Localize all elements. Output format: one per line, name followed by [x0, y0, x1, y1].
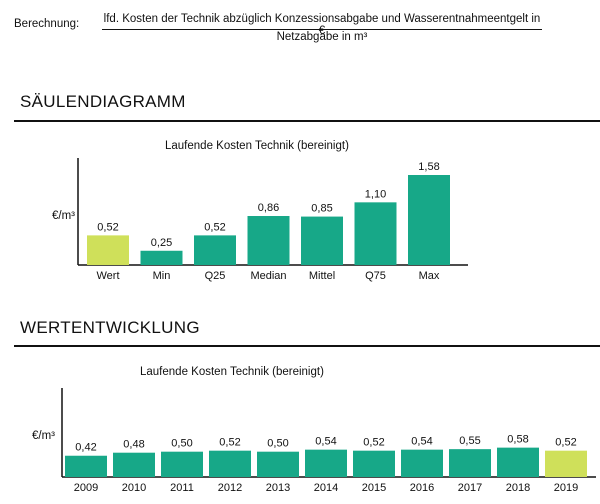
trend-chart-value-label: 0,48: [123, 439, 144, 451]
bar-chart-bar: [408, 175, 450, 265]
formula-numerator: lfd. Kosten der Technik abzüglich Konzes…: [103, 13, 541, 37]
trend-chart-value-label: 0,52: [363, 437, 384, 449]
bar-chart: 0,52 Wert 0,25 Min 0,52 Q25 0,86 Median 0,85 Mitt…: [77, 158, 468, 282]
trend-chart-category-label: 2017: [458, 482, 482, 494]
trend-chart-bar: [545, 450, 587, 477]
trend-chart: 0,42 2009 0,48 2010 0,50 2011 0,52 2012 0,50 2013…: [61, 388, 596, 494]
trend-chart-bar: [353, 450, 395, 477]
trend-chart-bar: [401, 449, 443, 477]
trend-chart-value-label: 0,54: [315, 436, 336, 448]
bar-chart-bar: [140, 250, 183, 265]
trend-chart-category-label: 2009: [74, 482, 98, 494]
bar-chart-value-label: 0,52: [204, 221, 225, 233]
trend-chart-bar: [449, 449, 491, 477]
trend-chart-bar: [65, 455, 107, 477]
trend-chart-category-label: 2015: [362, 482, 386, 494]
trend-chart-unit-label: €/m³: [32, 430, 55, 442]
trend-chart-bar: [257, 451, 299, 477]
trend-chart-bar: [161, 451, 203, 477]
bar-chart-bar: [87, 235, 129, 265]
bar-chart-value-label: 0,86: [258, 202, 279, 214]
trend-chart-value-label: 0,52: [555, 437, 576, 449]
trend-chart-category-label: 2014: [314, 482, 338, 494]
bar-chart-category-label: Mittel: [309, 270, 335, 282]
trend-chart-bar: [497, 447, 539, 477]
formula-fraction-line: [102, 29, 542, 30]
trend-chart-category-label: 2013: [266, 482, 290, 494]
bar-chart-section-title: SÄULENDIAGRAMM: [20, 92, 186, 111]
bar-chart-value-label: 0,85: [311, 203, 332, 215]
trend-chart-value-label: 0,42: [75, 442, 96, 454]
trend-chart-value-label: 0,50: [267, 438, 288, 450]
trend-chart-bar: [113, 452, 155, 477]
bar-chart-bar: [301, 216, 343, 265]
calculation-label: Berechnung:: [14, 18, 80, 30]
trend-chart-bar: [305, 449, 347, 477]
trend-chart-value-label: 0,52: [219, 437, 240, 449]
bar-chart-category-label: Wert: [96, 270, 119, 282]
trend-chart-section-rule: [14, 345, 600, 347]
trend-chart-value-label: 0,58: [507, 434, 528, 446]
bar-chart-title: Laufende Kosten Technik (bereinigt): [165, 140, 349, 152]
trend-chart-value-label: 0,55: [459, 435, 480, 447]
trend-chart-category-label: 2018: [506, 482, 530, 494]
bar-chart-category-label: Q25: [205, 270, 226, 282]
formula-denominator: Netzabgabe in m³: [276, 31, 368, 43]
trend-chart-title: Laufende Kosten Technik (bereinigt): [140, 366, 324, 378]
bar-chart-bar: [194, 235, 236, 265]
bar-chart-bar: [247, 216, 290, 265]
bar-chart-section-rule: [14, 120, 600, 122]
trend-chart-category-label: 2011: [170, 482, 194, 494]
bar-chart-category-label: Q75: [365, 270, 386, 282]
bar-chart-category-label: Min: [153, 270, 171, 282]
bar-chart-category-label: Median: [250, 270, 286, 282]
trend-chart-category-label: 2010: [122, 482, 146, 494]
bar-chart-value-label: 0,52: [97, 221, 118, 233]
trend-chart-category-label: 2016: [410, 482, 434, 494]
trend-chart-bar: [209, 450, 251, 477]
bar-chart-value-label: 0,25: [151, 237, 172, 249]
bar-chart-category-label: Max: [419, 270, 440, 282]
bar-chart-unit-label: €/m³: [52, 210, 75, 222]
trend-chart-category-label: 2012: [218, 482, 242, 494]
trend-chart-value-label: 0,54: [411, 436, 432, 448]
trend-chart-category-label: 2019: [554, 482, 578, 494]
trend-chart-section-title: WERTENTWICKLUNG: [20, 318, 200, 337]
bar-chart-value-label: 1,58: [418, 161, 439, 173]
bar-chart-bar: [354, 202, 397, 265]
bar-chart-value-label: 1,10: [365, 188, 386, 200]
trend-chart-value-label: 0,50: [171, 438, 192, 450]
